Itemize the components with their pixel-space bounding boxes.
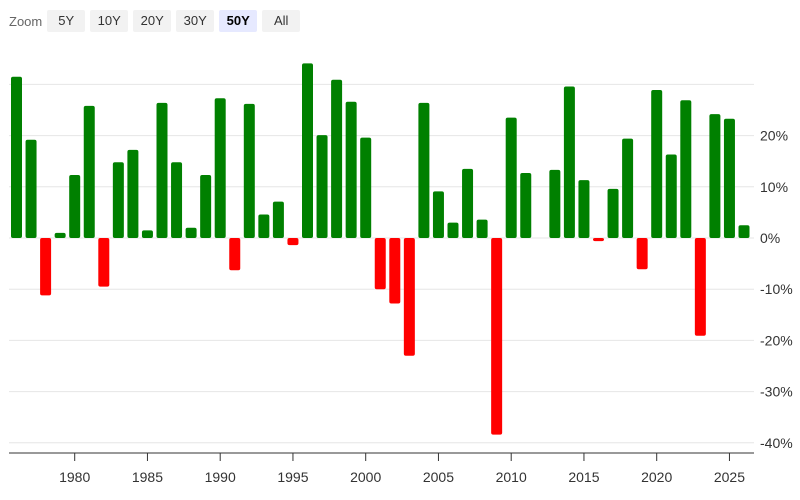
bar-2008[interactable]	[476, 219, 488, 238]
zoom-bar: Zoom 5Y 10Y 20Y 30Y 50Y All	[9, 10, 305, 32]
y-tick-label: 20%	[760, 128, 788, 144]
bar-2026[interactable]	[738, 225, 750, 238]
bar-2025[interactable]	[723, 118, 735, 238]
y-tick-label: 0%	[760, 230, 780, 246]
bar-2016[interactable]	[593, 238, 604, 242]
zoom-20y-button[interactable]: 20Y	[133, 10, 172, 32]
bar-2021[interactable]	[665, 154, 677, 238]
bar-1985[interactable]	[141, 230, 153, 238]
bar-1998[interactable]	[331, 79, 343, 239]
bar-1986[interactable]	[156, 102, 168, 238]
y-tick-label: -40%	[760, 435, 793, 451]
bar-1978[interactable]	[40, 238, 52, 296]
zoom-all-button[interactable]: All	[262, 10, 301, 32]
bar-1993[interactable]	[258, 214, 270, 238]
bar-1983[interactable]	[112, 162, 124, 238]
y-tick-label: 10%	[760, 179, 788, 195]
bar-1996[interactable]	[302, 63, 313, 238]
bar-2015[interactable]	[578, 180, 590, 238]
bar-2017[interactable]	[607, 188, 619, 238]
x-tick-label: 2005	[423, 469, 454, 485]
bar-1992[interactable]	[243, 103, 255, 238]
bar-1989[interactable]	[200, 175, 212, 238]
zoom-10y-button[interactable]: 10Y	[90, 10, 129, 32]
x-tick-label: 1990	[205, 469, 236, 485]
bar-2018[interactable]	[622, 138, 634, 238]
y-tick-label: -10%	[760, 281, 793, 297]
bar-2022[interactable]	[680, 100, 692, 238]
y-tick-label: -30%	[760, 384, 793, 400]
bar-1981[interactable]	[83, 105, 95, 239]
bar-1982[interactable]	[98, 238, 110, 287]
zoom-5y-button[interactable]: 5Y	[47, 10, 86, 32]
x-tick-label: 2000	[350, 469, 381, 485]
bar-2009[interactable]	[491, 238, 503, 435]
bar-2019[interactable]	[636, 238, 648, 270]
x-tick-label: 2010	[496, 469, 527, 485]
zoom-30y-button[interactable]: 30Y	[176, 10, 215, 32]
axes: 20% 10% 0% -10% -20% -30% -40% 1980 1985 1990 1995…	[9, 128, 793, 485]
x-tick-label: 1985	[132, 469, 163, 485]
bar-1984[interactable]	[127, 149, 139, 238]
bar-2007[interactable]	[462, 168, 474, 238]
bar-2011[interactable]	[520, 172, 532, 238]
bar-1979[interactable]	[54, 232, 66, 238]
bar-2005[interactable]	[432, 191, 444, 238]
bar-2023[interactable]	[694, 238, 706, 336]
bar-1997[interactable]	[316, 135, 328, 238]
bar-2024[interactable]	[709, 114, 721, 238]
bars	[11, 63, 750, 435]
x-tick-label: 1995	[277, 469, 308, 485]
bar-1976[interactable]	[11, 76, 22, 238]
bar-2014[interactable]	[563, 86, 575, 238]
x-tick-label: 2015	[568, 469, 599, 485]
bar-1987[interactable]	[171, 162, 183, 238]
bar-1990[interactable]	[214, 98, 226, 238]
bar-2000[interactable]	[360, 137, 372, 238]
zoom-50y-button[interactable]: 50Y	[219, 10, 258, 32]
bar-2003[interactable]	[403, 238, 415, 356]
x-tick-label: 1980	[59, 469, 90, 485]
bar-1994[interactable]	[272, 201, 284, 238]
bar-1977[interactable]	[25, 139, 37, 238]
bar-2001[interactable]	[374, 238, 386, 290]
bar-2002[interactable]	[389, 238, 401, 304]
bar-2020[interactable]	[651, 90, 663, 238]
x-tick-label: 2020	[641, 469, 672, 485]
bar-2004[interactable]	[418, 102, 430, 238]
bar-1980[interactable]	[69, 175, 81, 238]
zoom-label: Zoom	[9, 13, 43, 29]
bar-2013[interactable]	[549, 169, 561, 238]
bar-1995[interactable]	[287, 238, 299, 246]
bar-1999[interactable]	[345, 101, 357, 238]
bar-1991[interactable]	[229, 238, 241, 271]
x-tick-label: 2025	[714, 469, 745, 485]
y-tick-label: -20%	[760, 332, 793, 348]
bar-1988[interactable]	[185, 227, 197, 238]
bar-2006[interactable]	[447, 222, 459, 238]
bar-2010[interactable]	[505, 117, 517, 238]
